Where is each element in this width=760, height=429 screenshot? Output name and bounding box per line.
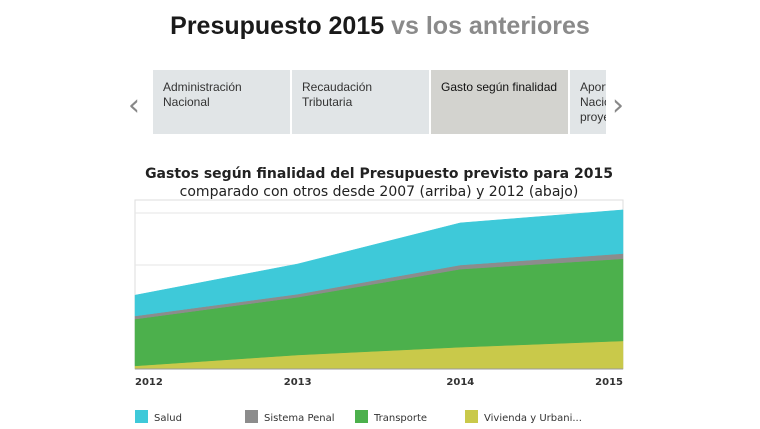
- prev-arrow[interactable]: ‹: [128, 88, 140, 123]
- tab[interactable]: Aportes Nacionales proyectados: [570, 70, 606, 134]
- chart-subtitle: comparado con otros desde 2007 (arriba) …: [180, 184, 579, 200]
- title-rest: vs los anteriores: [391, 12, 590, 40]
- x-tick-label: 2013: [284, 377, 312, 388]
- area: [134, 209, 624, 317]
- next-arrow[interactable]: ›: [612, 88, 624, 123]
- tab[interactable]: Gasto según finalidad: [431, 70, 568, 134]
- page-title: Presupuesto 2015 vs los anteriores: [0, 12, 760, 41]
- legend-swatch: [245, 410, 258, 423]
- legend-label: Vivienda y Urbani...: [484, 413, 582, 424]
- chart-title: Gastos según finalidad del Presupuesto p…: [145, 166, 613, 182]
- tab[interactable]: Administración Nacional: [153, 70, 290, 134]
- legend-swatch: [135, 410, 148, 423]
- legend-label: Sistema Penal: [264, 413, 335, 424]
- title-main: Presupuesto 2015: [170, 12, 385, 40]
- x-tick-label: 2015: [595, 377, 623, 388]
- legend-swatch: [465, 410, 478, 423]
- legend-swatch: [355, 410, 368, 423]
- tab[interactable]: Recaudación Tributaria: [292, 70, 429, 134]
- legend-label: Salud: [154, 413, 182, 424]
- legend-label: Transporte: [373, 413, 427, 424]
- x-tick-label: 2014: [446, 377, 474, 388]
- x-tick-label: 2012: [135, 377, 163, 388]
